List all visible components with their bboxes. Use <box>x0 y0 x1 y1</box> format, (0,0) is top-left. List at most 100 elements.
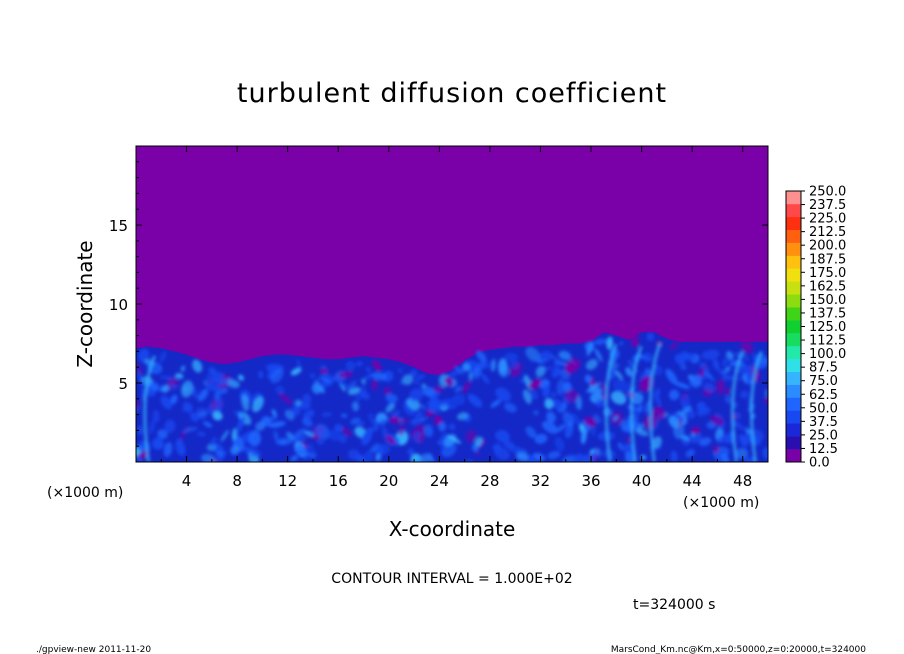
texture-blob <box>402 374 414 385</box>
texture-blob <box>159 351 167 363</box>
texture-blob <box>304 444 314 453</box>
texture-blob <box>516 452 529 462</box>
texture-blob <box>609 364 620 370</box>
texture-blob <box>248 430 261 447</box>
texture-blob <box>433 415 443 425</box>
texture-blob <box>170 394 178 405</box>
texture-blob <box>231 428 237 441</box>
texture-blob <box>735 411 741 420</box>
texture-blob <box>452 394 466 406</box>
colorbar-label: 137.5 <box>809 306 846 321</box>
texture-blob <box>241 394 250 411</box>
turbulence-texture <box>136 332 768 462</box>
texture-blob <box>480 373 490 384</box>
texture-blob <box>168 383 178 390</box>
texture-blob <box>764 388 768 398</box>
contour-interval: CONTOUR INTERVAL = 1.000E+02 <box>331 571 572 587</box>
texture-blob <box>136 399 140 409</box>
texture-blob <box>556 379 565 396</box>
texture-blob <box>347 386 361 395</box>
texture-blob <box>383 387 392 395</box>
texture-blob <box>385 403 396 413</box>
texture-blob <box>638 404 643 413</box>
texture-blob <box>547 451 561 460</box>
colorbar-label: 37.5 <box>809 415 838 430</box>
texture-blob <box>444 376 454 387</box>
texture-blob <box>652 406 666 420</box>
texture-blob <box>227 378 236 384</box>
texture-blob <box>594 348 603 362</box>
texture-blob <box>205 373 213 390</box>
plume-streak <box>731 350 744 462</box>
texture-blob <box>746 366 753 385</box>
texture-blob <box>163 441 173 457</box>
texture-blob <box>424 424 434 438</box>
texture-blob <box>595 398 606 408</box>
colorbar-swatch <box>786 229 801 243</box>
texture-blob <box>375 453 382 462</box>
colorbar-label: 187.5 <box>809 252 846 267</box>
texture-blob <box>534 433 548 444</box>
texture-blob <box>539 351 553 362</box>
texture-blob <box>315 423 330 440</box>
colorbar-label: 162.5 <box>809 279 846 294</box>
texture-blob <box>366 366 371 373</box>
texture-blob <box>593 413 602 424</box>
texture-blob <box>278 393 293 405</box>
texture-blob <box>369 416 380 430</box>
texture-blob <box>236 417 245 430</box>
texture-blob <box>490 358 496 372</box>
texture-blob <box>182 427 198 433</box>
texture-blob <box>309 373 316 378</box>
texture-blob <box>220 430 229 442</box>
texture-blob <box>315 381 323 392</box>
x-tick-label: 48 <box>733 472 752 490</box>
texture-blob <box>566 423 570 439</box>
texture-blob <box>321 412 332 417</box>
texture-blob <box>619 340 623 346</box>
plume-streak <box>648 342 662 462</box>
texture-blob <box>140 380 146 387</box>
texture-blob <box>318 382 330 387</box>
texture-blob <box>528 378 542 390</box>
texture-blob <box>376 419 389 425</box>
texture-blob <box>152 437 164 450</box>
texture-blob <box>457 412 469 421</box>
texture-blob <box>606 336 614 350</box>
texture-blob <box>544 398 554 410</box>
texture-blob <box>414 411 423 424</box>
texture-blob <box>197 389 208 402</box>
texture-blob <box>290 367 302 376</box>
texture-blob <box>703 382 715 392</box>
x-tick-label: 40 <box>632 472 651 490</box>
texture-blob <box>562 411 574 427</box>
texture-blob <box>552 366 560 378</box>
texture-blob <box>360 390 370 400</box>
colorbar-swatch <box>786 384 801 398</box>
texture-blob <box>625 367 633 377</box>
texture-blob <box>292 428 306 440</box>
texture-blob <box>261 416 278 423</box>
texture-blob <box>475 450 480 456</box>
texture-blob <box>652 436 662 448</box>
texture-blob <box>586 341 594 357</box>
colorbar-label: 212.5 <box>809 225 846 240</box>
texture-blob <box>398 425 406 436</box>
texture-blob <box>722 374 733 381</box>
texture-blob <box>625 438 631 442</box>
texture-blob <box>723 366 731 374</box>
texture-blob <box>584 417 597 427</box>
texture-blob <box>342 427 352 436</box>
texture-blob <box>625 451 634 462</box>
colorbar-swatch <box>786 345 801 360</box>
texture-blob <box>704 369 715 382</box>
x-tick-label: 44 <box>683 472 702 490</box>
texture-blob <box>492 443 502 452</box>
texture-blob <box>338 371 354 378</box>
texture-blob <box>181 404 193 412</box>
colorbar-label: 0.0 <box>809 456 830 471</box>
texture-blob <box>280 440 287 445</box>
texture-blob <box>181 380 194 398</box>
texture-blob <box>673 381 691 389</box>
texture-blob <box>154 382 162 393</box>
